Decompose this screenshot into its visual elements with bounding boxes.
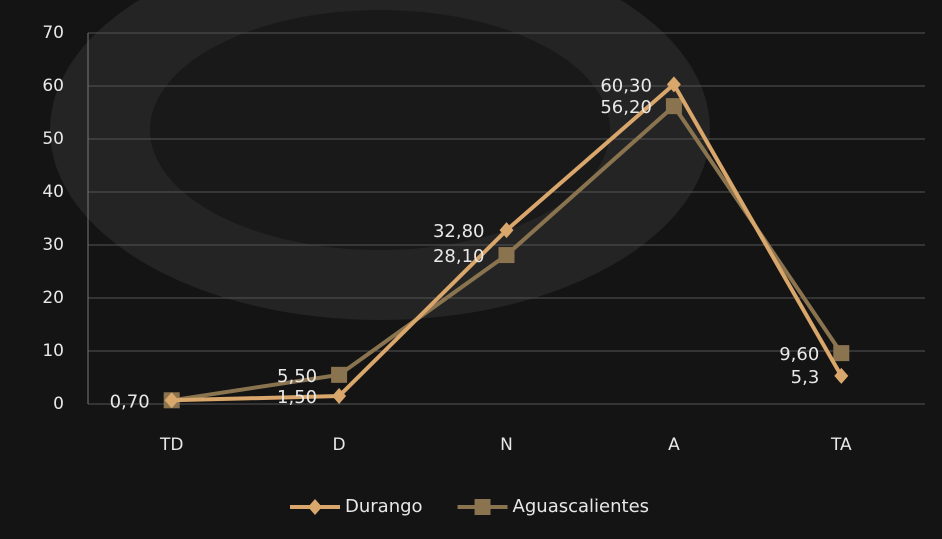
background-shape: [150, 10, 610, 250]
x-tick-label: TD: [159, 435, 183, 455]
data-label: 60,30: [600, 75, 652, 96]
data-label: 28,10: [433, 246, 485, 267]
point: [498, 247, 515, 264]
data-label: 0,70: [110, 391, 150, 412]
point: [331, 366, 348, 383]
y-tick-label: 70: [42, 23, 64, 43]
data-label: 32,80: [433, 221, 485, 242]
point: [834, 367, 849, 384]
y-tick-label: 0: [53, 394, 64, 414]
x-tick-label: A: [668, 435, 680, 455]
legend-label: Durango: [345, 496, 423, 517]
point: [164, 392, 179, 409]
point: [833, 345, 850, 362]
data-label: 5,50: [277, 366, 317, 387]
x-tick-label: TA: [830, 435, 852, 455]
x-tick-label: D: [333, 435, 346, 455]
data-label: 56,20: [600, 97, 652, 118]
point: [308, 499, 322, 515]
data-label: 1,50: [277, 387, 317, 408]
y-tick-label: 60: [42, 76, 64, 96]
point: [665, 98, 682, 115]
y-tick-label: 40: [42, 182, 64, 202]
y-tick-label: 30: [42, 235, 64, 255]
point: [499, 222, 514, 239]
point: [332, 388, 347, 405]
y-tick-label: 20: [42, 288, 64, 308]
data-label: 5,3: [791, 367, 820, 388]
data-label: 9,60: [779, 344, 819, 365]
x-tick-label: N: [500, 435, 513, 455]
legend-label: Aguascalientes: [513, 496, 649, 517]
point: [666, 76, 681, 93]
y-tick-label: 50: [42, 129, 64, 149]
point: [474, 499, 491, 515]
y-tick-label: 10: [42, 341, 64, 361]
